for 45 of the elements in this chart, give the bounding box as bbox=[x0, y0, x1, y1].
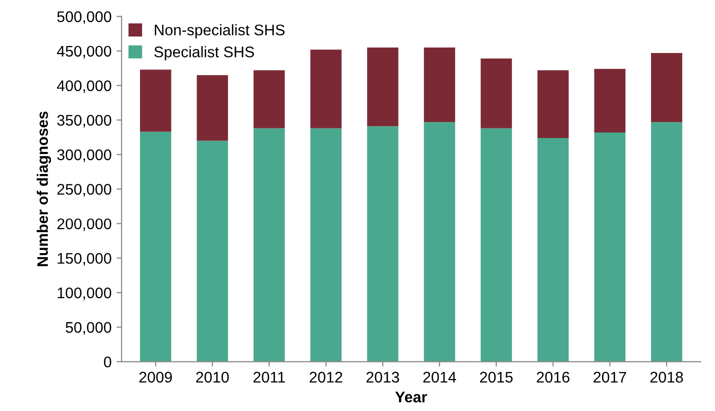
bar bbox=[594, 132, 626, 362]
bar bbox=[367, 126, 398, 362]
x-tick-label: 2013 bbox=[366, 372, 400, 383]
y-tick-label: 100,000 bbox=[58, 288, 112, 300]
y-tick-label: 450,000 bbox=[56, 46, 112, 58]
y-tick-label: 500,000 bbox=[57, 11, 112, 24]
bar bbox=[196, 75, 228, 141]
y-axis-title: Number of diagnoses bbox=[36, 112, 52, 266]
y-tick-label: 300,000 bbox=[57, 149, 112, 162]
bar bbox=[254, 128, 285, 362]
legend-label: Specialist SHS bbox=[154, 46, 254, 60]
x-tick-label: 2017 bbox=[594, 372, 626, 383]
x-axis-title: Year bbox=[395, 392, 428, 402]
x-tick-label: 2012 bbox=[310, 372, 342, 383]
bar bbox=[310, 50, 342, 128]
bar bbox=[537, 138, 569, 362]
y-tick-label: 350,000 bbox=[57, 114, 112, 128]
bar bbox=[367, 48, 398, 126]
bar bbox=[480, 128, 512, 362]
y-tick-label: 0 bbox=[104, 356, 112, 368]
x-tick-label: 2015 bbox=[480, 372, 513, 383]
bar bbox=[651, 122, 682, 362]
x-tick-label: 2011 bbox=[254, 372, 285, 383]
bar bbox=[254, 70, 285, 128]
bar bbox=[140, 70, 172, 132]
x-tick-label: 2009 bbox=[139, 372, 172, 383]
bar bbox=[480, 58, 512, 128]
y-tick-label: 50,000 bbox=[66, 322, 112, 335]
legend-label: Non-specialist SHS bbox=[154, 24, 285, 38]
bar bbox=[537, 70, 569, 138]
bar bbox=[196, 140, 228, 362]
y-tick-label: 150,000 bbox=[58, 252, 112, 266]
bar bbox=[424, 122, 456, 362]
x-tick-label: 2014 bbox=[423, 372, 456, 383]
y-tick-label: 250,000 bbox=[57, 184, 112, 197]
x-tick-label: 2010 bbox=[196, 372, 229, 383]
bar bbox=[424, 48, 456, 122]
x-tick-label: 2016 bbox=[536, 372, 570, 383]
bar bbox=[310, 128, 342, 362]
bar bbox=[140, 132, 172, 362]
y-tick-label: 200,000 bbox=[57, 218, 112, 232]
bar bbox=[651, 53, 682, 122]
x-tick-label: 2018 bbox=[650, 372, 683, 383]
bar bbox=[594, 68, 626, 132]
y-tick-label: 400,000 bbox=[56, 80, 112, 93]
